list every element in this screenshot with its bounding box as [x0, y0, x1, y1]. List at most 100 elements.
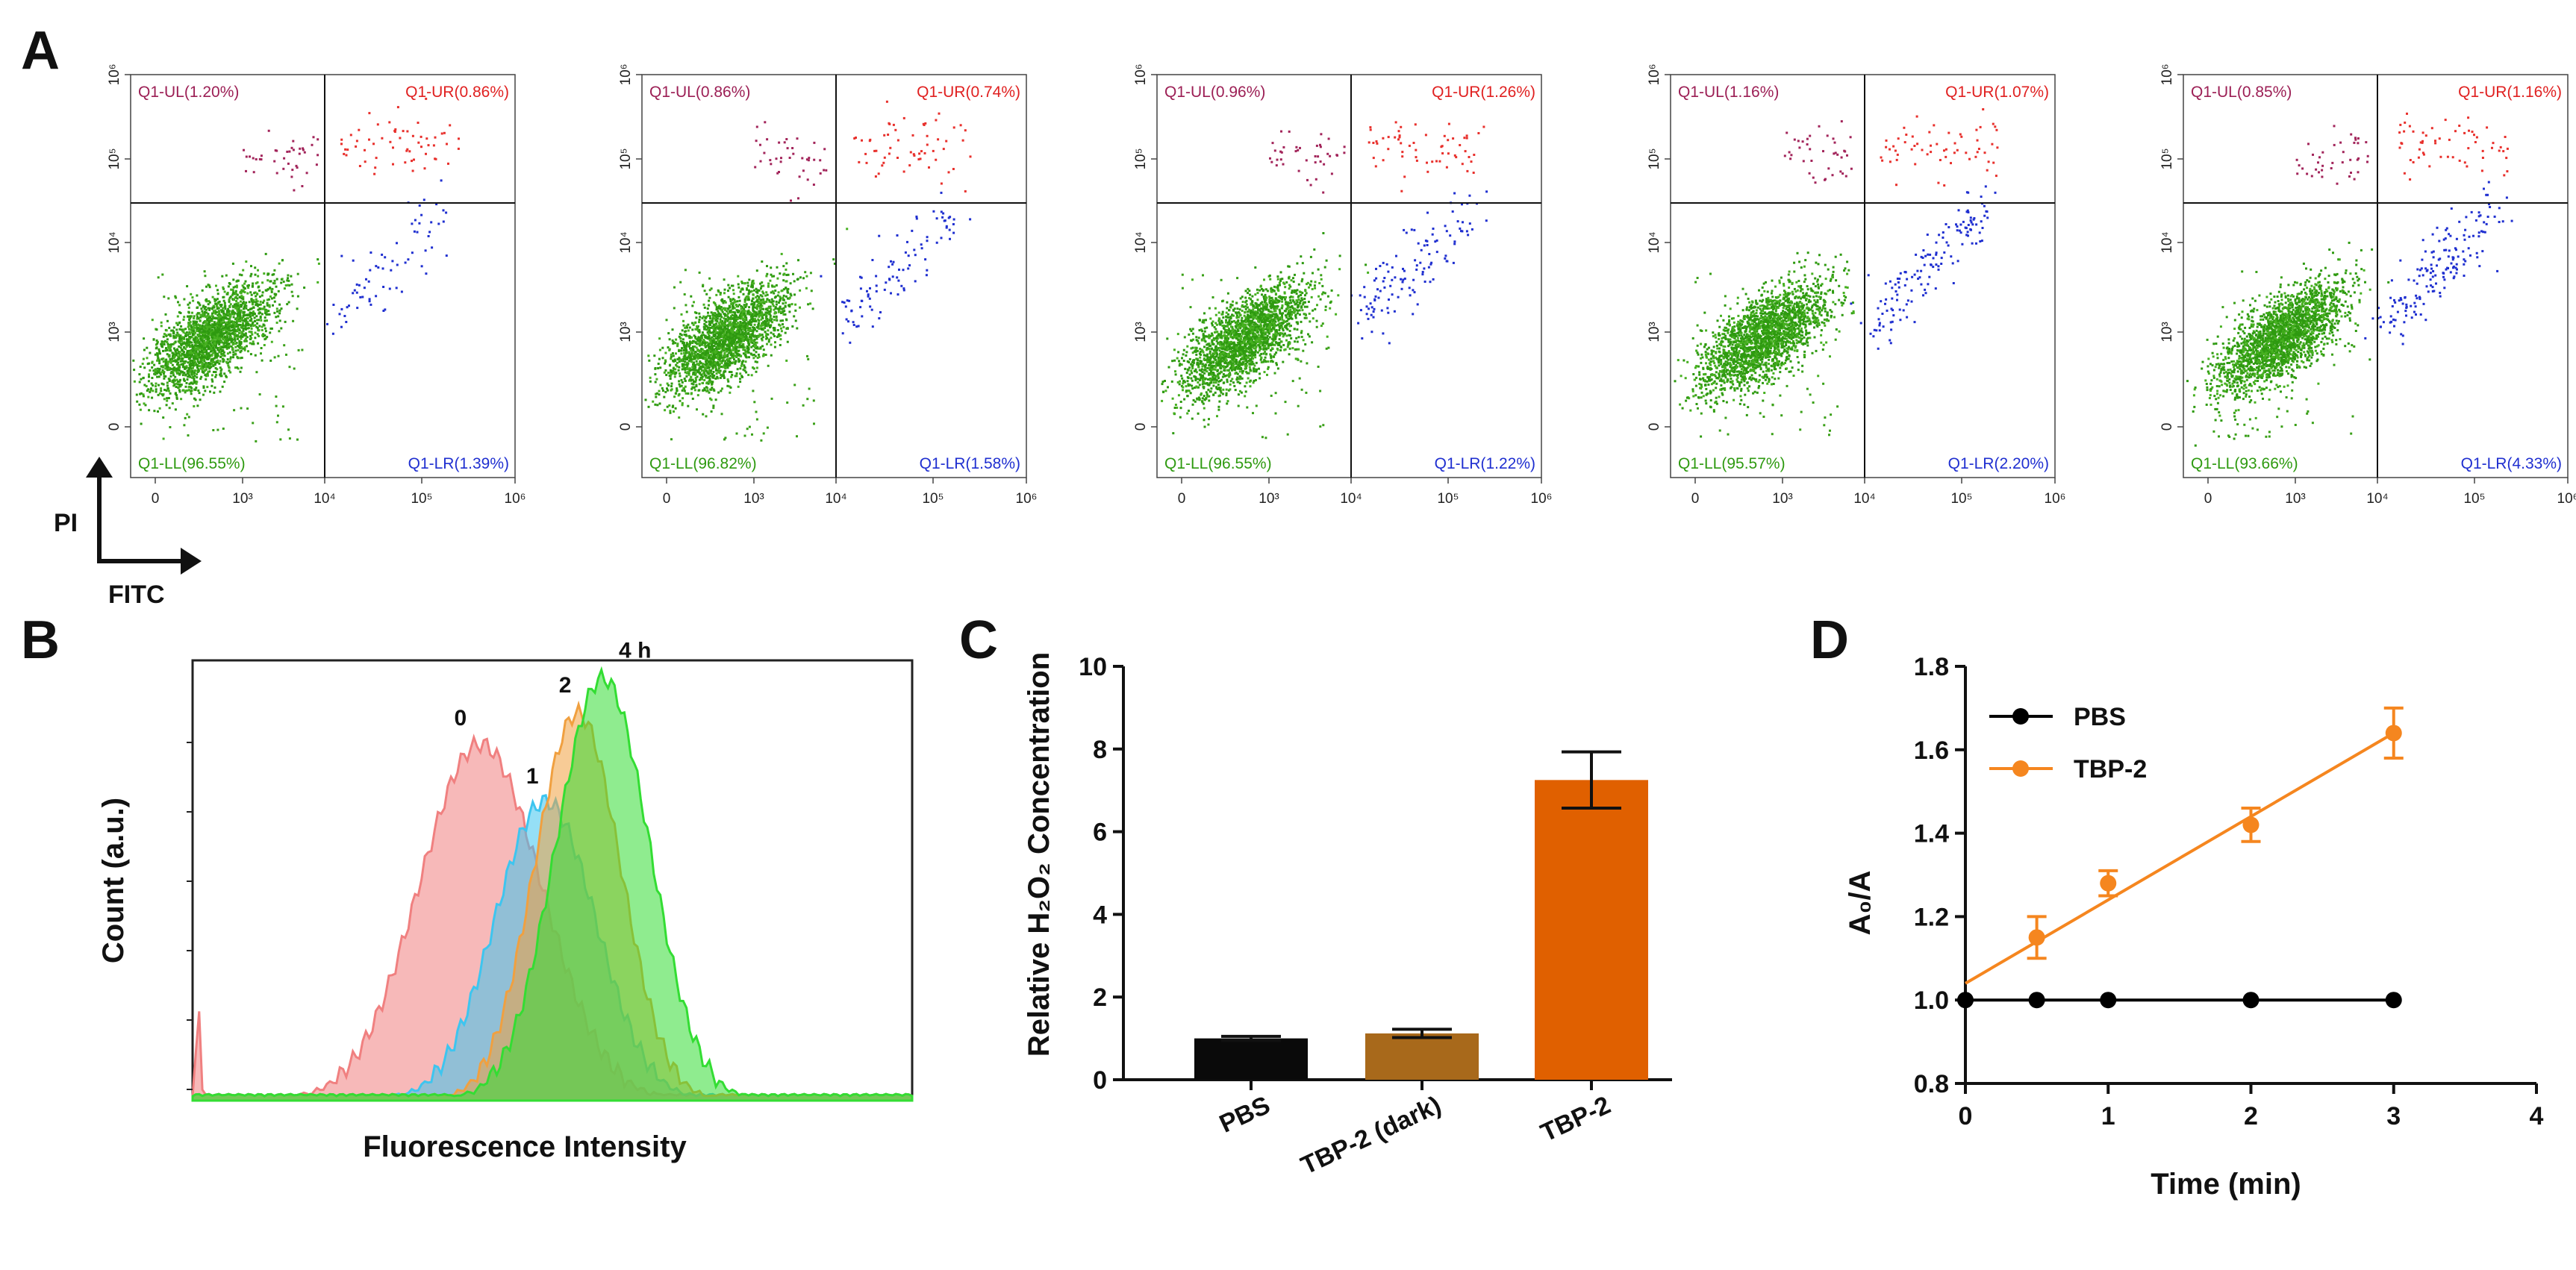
event-dot [909, 151, 912, 154]
event-dot [242, 327, 245, 330]
event-dot [364, 148, 366, 151]
event-dot [214, 298, 217, 301]
event-dot [174, 392, 177, 395]
event-dot [724, 313, 727, 316]
event-dot [673, 395, 676, 398]
event-dot [189, 315, 192, 318]
event-dot [773, 345, 776, 348]
event-dot [175, 353, 178, 356]
event-dot [180, 325, 183, 328]
event-dot [696, 357, 699, 360]
event-dot [240, 304, 243, 307]
event-dot [683, 334, 686, 336]
event-dot [246, 327, 249, 330]
event-dot [746, 346, 749, 349]
event-dot [746, 287, 748, 290]
event-dot [693, 367, 696, 370]
event-dot [671, 372, 674, 375]
event-dot [741, 307, 744, 310]
event-dot [768, 300, 771, 303]
event-dot [700, 373, 703, 376]
event-dot [214, 362, 217, 365]
event-dot [353, 289, 356, 292]
event-dot [192, 330, 195, 333]
event-dot [244, 332, 247, 335]
event-dot [237, 345, 240, 348]
event-dot [183, 366, 186, 369]
event-dot [852, 321, 855, 324]
event-dot [690, 354, 693, 357]
event-dot [233, 336, 236, 339]
event-dot [764, 354, 767, 356]
event-dot [250, 337, 253, 340]
event-dot [287, 277, 289, 280]
event-dot [783, 272, 786, 275]
event-dot [705, 357, 708, 360]
event-dot [700, 337, 703, 340]
event-dot [731, 340, 734, 342]
event-dot [713, 317, 716, 320]
event-dot [165, 389, 168, 392]
event-dot [759, 304, 762, 307]
event-dot [915, 217, 918, 220]
event-dot [747, 322, 750, 325]
event-dot [760, 439, 763, 442]
event-dot [253, 316, 256, 319]
event-dot [203, 340, 205, 343]
event-dot [193, 323, 196, 326]
event-dot [723, 307, 726, 310]
event-dot [244, 339, 246, 342]
event-dot [690, 375, 693, 378]
quadrant-ur-label: Q1-UR(0.74%) [917, 84, 1020, 101]
event-dot [232, 353, 235, 356]
event-dot [758, 312, 761, 315]
event-dot [703, 379, 706, 381]
event-dot [689, 335, 692, 338]
event-dot [723, 349, 726, 352]
event-dot [251, 322, 254, 325]
event-dot [222, 310, 225, 313]
event-dot [707, 376, 710, 379]
event-dot [259, 316, 262, 319]
event-dot [224, 304, 227, 307]
event-dot [243, 314, 246, 317]
event-dot [234, 366, 237, 369]
event-dot [808, 387, 811, 390]
event-dot [784, 313, 787, 316]
event-dot [873, 149, 876, 152]
event-dot [201, 331, 204, 334]
event-dot [671, 328, 674, 331]
event-dot [855, 325, 858, 328]
event-dot [236, 308, 239, 311]
event-dot [727, 325, 729, 328]
event-dot [737, 322, 739, 325]
event-dot [734, 324, 737, 327]
event-dot [920, 247, 923, 250]
y-tick-label: 0 [107, 423, 122, 431]
event-dot [752, 326, 755, 329]
event-dot [234, 303, 237, 306]
event-dot [707, 328, 710, 331]
event-dot [187, 344, 190, 347]
event-dot [167, 397, 170, 399]
event-dot [896, 157, 899, 159]
event-dot [729, 337, 732, 340]
event-dot [704, 316, 707, 319]
event-dot [279, 438, 282, 441]
event-dot [195, 336, 198, 339]
event-dot [752, 367, 755, 370]
event-dot [208, 363, 211, 366]
event-dot [717, 351, 720, 354]
event-dot [752, 366, 754, 369]
event-dot [668, 404, 671, 407]
event-dot [166, 342, 169, 345]
event-dot [723, 313, 726, 316]
event-dot [147, 388, 150, 391]
event-dot [209, 350, 212, 353]
event-dot [653, 354, 656, 357]
event-dot [661, 390, 664, 392]
event-dot [702, 369, 705, 372]
event-dot [726, 364, 729, 367]
event-dot [699, 316, 702, 319]
event-dot [689, 369, 692, 372]
